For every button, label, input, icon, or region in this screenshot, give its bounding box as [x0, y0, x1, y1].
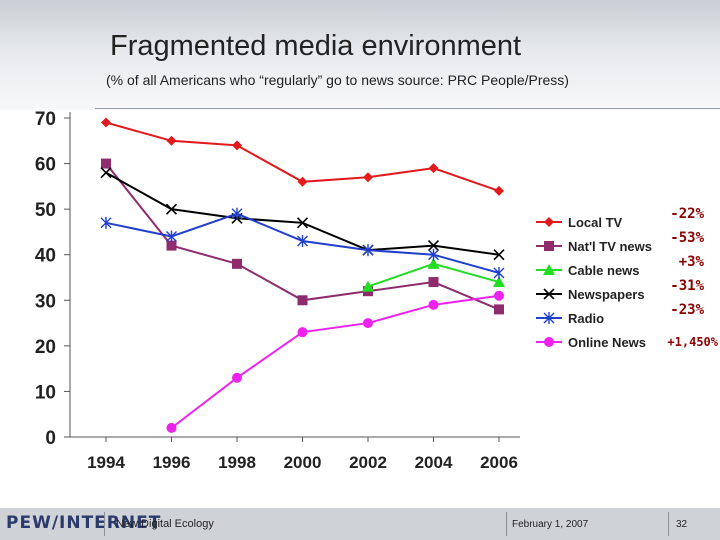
y-tick-label: 30 [35, 291, 56, 312]
data-point [165, 203, 178, 215]
data-point [101, 117, 111, 128]
line-chart: 0 10 20 30 40 50 60 70 1994 1996 1998 2000 2002 2004 2… [35, 109, 719, 472]
data-point [297, 235, 308, 248]
data-point [493, 266, 505, 279]
data-point [166, 422, 177, 433]
y-tick-label: 40 [35, 246, 56, 267]
series-0 [101, 117, 504, 196]
legend-item: Radio -23% [536, 302, 705, 326]
legend-label: Radio [568, 311, 604, 326]
data-point [427, 257, 440, 269]
footer-separator [506, 512, 507, 536]
legend-change-label: +1,450% [667, 335, 718, 349]
data-point [101, 158, 111, 169]
legend-label: Nat'l TV news [568, 239, 652, 254]
x-tick-label: 1998 [218, 453, 256, 472]
legend-item: Newspapers -31% [536, 278, 705, 302]
slide-subtitle: (% of all Americans who “regularly” go t… [106, 72, 569, 88]
data-point [297, 295, 308, 306]
footer-date: February 1, 2007 [512, 519, 589, 530]
slide-title: Fragmented media environment [110, 30, 522, 62]
legend-label: Newspapers [568, 287, 645, 302]
data-point [297, 327, 308, 338]
data-point [363, 318, 373, 329]
data-point [494, 185, 504, 196]
y-tick-label: 50 [35, 200, 56, 221]
x-tick-label: 2006 [480, 453, 518, 472]
legend-marker [544, 241, 554, 251]
data-point [427, 240, 440, 252]
legend-marker [543, 264, 555, 275]
data-point [297, 176, 308, 187]
chart-series [100, 117, 505, 433]
x-tick-label: 2004 [415, 453, 453, 472]
legend-marker [543, 312, 555, 324]
data-point [232, 258, 242, 269]
header-rule [95, 108, 720, 109]
y-tick-label: 10 [35, 382, 56, 403]
data-point [232, 140, 242, 151]
footer-logo: PEW/INTERNET [6, 513, 162, 533]
data-point [231, 207, 243, 220]
data-point [494, 290, 504, 301]
y-tick-label: 20 [35, 337, 56, 358]
data-point [362, 280, 374, 292]
series-5 [166, 290, 504, 433]
legend-label: Online News [568, 335, 646, 350]
y-tick-label: 70 [35, 109, 56, 130]
legend-label: Cable news [568, 263, 640, 278]
x-tick-label: 2002 [349, 453, 387, 472]
data-point [428, 299, 439, 310]
data-point [363, 172, 373, 183]
data-point [100, 216, 112, 229]
data-point [494, 304, 504, 315]
legend-marker [544, 337, 554, 347]
data-point [100, 167, 112, 179]
legend-item: Nat'l TV news -53% [536, 230, 705, 254]
data-point [428, 248, 439, 261]
y-tick-label: 60 [35, 155, 56, 176]
series-3 [100, 167, 505, 261]
chart-axes: 0 10 20 30 40 50 60 70 1994 1996 1998 2000 2002 2004 2… [35, 109, 520, 472]
legend-item: Cable news +3% [536, 254, 705, 278]
data-point [493, 276, 505, 288]
legend-item: Online News +1,450% [536, 335, 719, 350]
footer-bar [0, 508, 720, 540]
data-point [232, 372, 242, 383]
chart-legend: Local TV -22% Nat'l TV news -53% Cable news +… [536, 206, 719, 350]
data-point [166, 135, 177, 146]
legend-change-label: -31% [670, 278, 704, 294]
legend-marker [544, 217, 554, 227]
series-line [170, 294, 500, 429]
data-point [428, 163, 439, 174]
legend-change-label: +3% [679, 254, 705, 270]
y-tick-label: 0 [45, 428, 56, 449]
legend-change-label: -23% [670, 302, 704, 318]
x-tick-label: 1996 [153, 453, 191, 472]
legend-change-label: -53% [670, 230, 704, 246]
series-2 [362, 257, 505, 292]
legend-change-label: -22% [670, 206, 704, 222]
x-tick-label: 2000 [284, 453, 322, 472]
series-4 [100, 207, 505, 279]
footer-page-number: 32 [676, 519, 688, 530]
legend-marker [543, 288, 555, 300]
footer-separator [668, 512, 669, 536]
data-point [166, 230, 177, 243]
data-point [493, 249, 505, 261]
data-point [296, 217, 309, 229]
data-point [362, 244, 374, 257]
header-background [0, 0, 720, 110]
data-point [166, 240, 177, 251]
x-tick-label: 1994 [87, 453, 125, 472]
data-point [428, 277, 439, 288]
legend-label: Local TV [568, 215, 623, 230]
legend-item: Local TV -22% [536, 206, 705, 230]
footer-separator [104, 512, 105, 536]
footer-left-text: New Digital Ecology [116, 518, 214, 530]
